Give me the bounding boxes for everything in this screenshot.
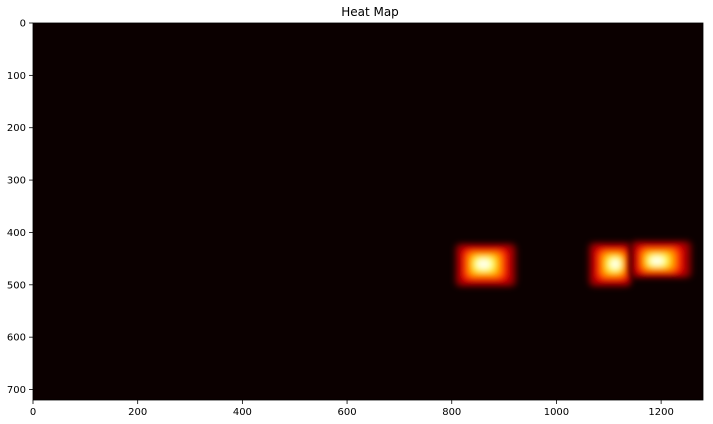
y-tick-label: 200 — [7, 123, 26, 134]
x-tick-label: 800 — [442, 407, 461, 418]
y-tick-label: 100 — [7, 71, 26, 82]
y-tick-label: 300 — [7, 176, 26, 187]
blob-2-level-7 — [610, 259, 620, 269]
x-tick-label: 200 — [128, 407, 147, 418]
y-tick-label: 400 — [7, 228, 26, 239]
blob-3-level-7 — [650, 256, 664, 265]
blob-2 — [587, 241, 633, 288]
blob-1-level-7 — [477, 259, 491, 269]
x-axis: 0 200 400 600 800 1000 1200 — [30, 400, 674, 418]
blob-1 — [454, 242, 518, 288]
chart-title: Heat Map — [341, 5, 399, 19]
plot-frame — [32, 22, 704, 401]
y-axis: 0 100 200 300 400 500 600 700 — [7, 19, 33, 396]
x-tick-label: 1200 — [648, 407, 673, 418]
y-tick-label: 500 — [7, 280, 26, 291]
x-tick-label: 600 — [338, 407, 357, 418]
blob-3 — [629, 240, 693, 279]
heatmap-background — [33, 23, 703, 400]
x-tick-label: 400 — [233, 407, 252, 418]
y-tick-label: 700 — [7, 385, 26, 396]
heat-blobs — [454, 240, 693, 288]
y-tick-label: 0 — [20, 19, 26, 30]
y-tick-label: 600 — [7, 333, 26, 344]
x-tick-label: 1000 — [544, 407, 569, 418]
x-tick-label: 0 — [30, 407, 36, 418]
